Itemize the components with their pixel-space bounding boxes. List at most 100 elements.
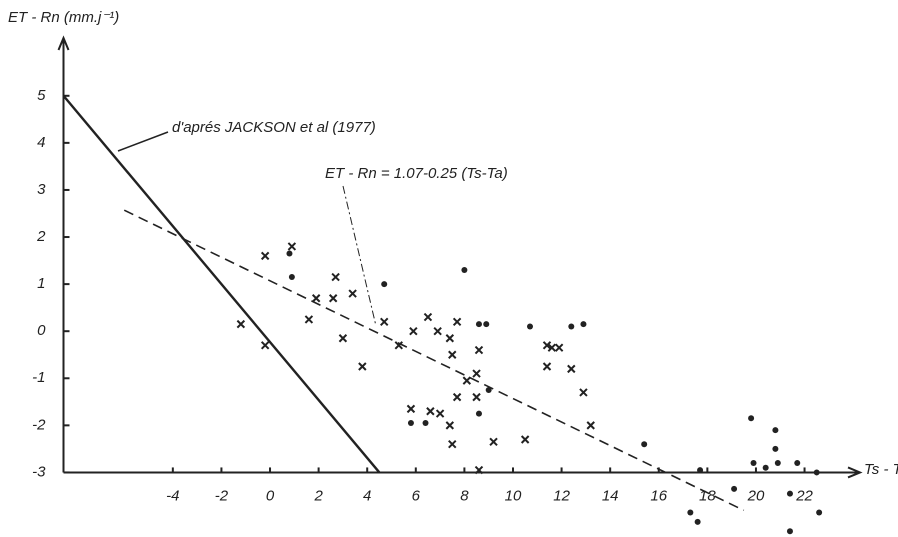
dot-point (288, 274, 295, 281)
x-tick-label: 22 (795, 487, 813, 504)
dot-point (580, 321, 587, 328)
leader-line (342, 185, 377, 327)
y-tick-label: -2 (32, 416, 46, 433)
dot-point (772, 445, 779, 452)
trend-line (123, 209, 745, 512)
y-tick-label: 2 (36, 228, 46, 245)
cross-point (448, 439, 457, 449)
x-tick-label: 4 (363, 487, 371, 504)
dot-point (731, 485, 738, 492)
cross-point (260, 251, 270, 261)
cross-point (579, 388, 588, 397)
cross-point (348, 289, 357, 298)
x-axis-label: Ts - Ta (864, 461, 898, 478)
cross-point (462, 376, 472, 385)
dot-point (774, 460, 781, 467)
cross-point (311, 294, 321, 303)
dot-point (794, 460, 801, 467)
dot-point (526, 323, 533, 330)
x-tick-label: 18 (699, 487, 716, 504)
cross-point (260, 341, 270, 350)
y-tick-label: -3 (32, 463, 46, 480)
cross-point (338, 334, 348, 343)
annotation: d'aprés JACKSON et al (1977) (172, 119, 376, 136)
cross-point (236, 319, 246, 329)
arrow (57, 35, 70, 51)
x-tick-label: -4 (166, 487, 179, 504)
x-tick-label: 14 (602, 487, 619, 504)
dot-point (750, 460, 757, 467)
x-tick-label: 12 (553, 487, 570, 504)
x-tick-label: -2 (215, 487, 229, 504)
y-tick-label: 4 (37, 134, 45, 151)
x-tick-label: 20 (747, 487, 765, 504)
dot-point (786, 528, 793, 535)
x-tick-label: 8 (460, 487, 469, 504)
cross-point (520, 435, 530, 444)
cross-point (328, 294, 338, 303)
dot-point (461, 266, 468, 273)
cross-point (433, 326, 442, 336)
annotation: ET - Rn = 1.07-0.25 (Ts-Ta) (325, 165, 508, 182)
cross-point (445, 421, 455, 430)
cross-point (472, 392, 481, 402)
dot-point (786, 490, 793, 497)
dot-point (475, 410, 482, 417)
dot-point (762, 464, 769, 471)
dot-point (483, 321, 490, 328)
cross-point (472, 369, 481, 378)
cross-point (445, 334, 455, 343)
trend-line (62, 95, 381, 474)
dot-point (772, 427, 779, 434)
cross-point (423, 312, 433, 322)
cross-point (554, 343, 564, 352)
dot-point (816, 509, 823, 516)
cross-point (542, 362, 552, 371)
y-tick-label: 0 (37, 322, 46, 339)
cross-point (287, 242, 297, 251)
cross-point (435, 409, 445, 418)
x-tick-label: 0 (266, 487, 275, 504)
cross-point (474, 345, 484, 355)
dot-point (568, 323, 575, 330)
cross-point (331, 272, 340, 282)
cross-point (380, 317, 389, 326)
dot-point (485, 387, 492, 394)
cross-point (542, 341, 552, 350)
x-tick-label: 6 (412, 487, 421, 504)
dot-point (813, 469, 820, 476)
dot-point (694, 518, 701, 525)
x-tick-label: 10 (505, 487, 522, 504)
cross-point (394, 341, 404, 350)
cross-point (448, 350, 457, 359)
arrow (847, 466, 863, 479)
cross-point (452, 317, 462, 326)
cross-point (406, 404, 416, 414)
dot-point (748, 415, 755, 422)
y-tick-label: -1 (32, 369, 45, 386)
dot-point (407, 420, 414, 427)
cross-point (409, 326, 418, 336)
y-tick-label: 1 (37, 275, 45, 292)
dot-point (687, 509, 694, 516)
y-axis-label: ET - Rn (mm.j⁻¹) (8, 9, 119, 26)
dot-point (422, 420, 429, 427)
dot-point (286, 250, 293, 257)
dot-point (381, 281, 388, 288)
x-tick-label: 2 (313, 487, 323, 504)
dot-point (475, 321, 482, 328)
cross-point (567, 364, 576, 374)
dot-point (641, 441, 648, 448)
cross-point (426, 407, 435, 416)
cross-point (489, 437, 498, 447)
leader-line (117, 131, 169, 152)
cross-point (452, 392, 462, 402)
cross-point (586, 421, 595, 430)
cross-point (304, 315, 314, 324)
y-tick-label: 3 (37, 181, 46, 198)
dot-point (697, 467, 704, 474)
y-tick-label: 5 (37, 87, 46, 104)
x-tick-label: 16 (650, 487, 667, 504)
cross-point (358, 362, 367, 371)
